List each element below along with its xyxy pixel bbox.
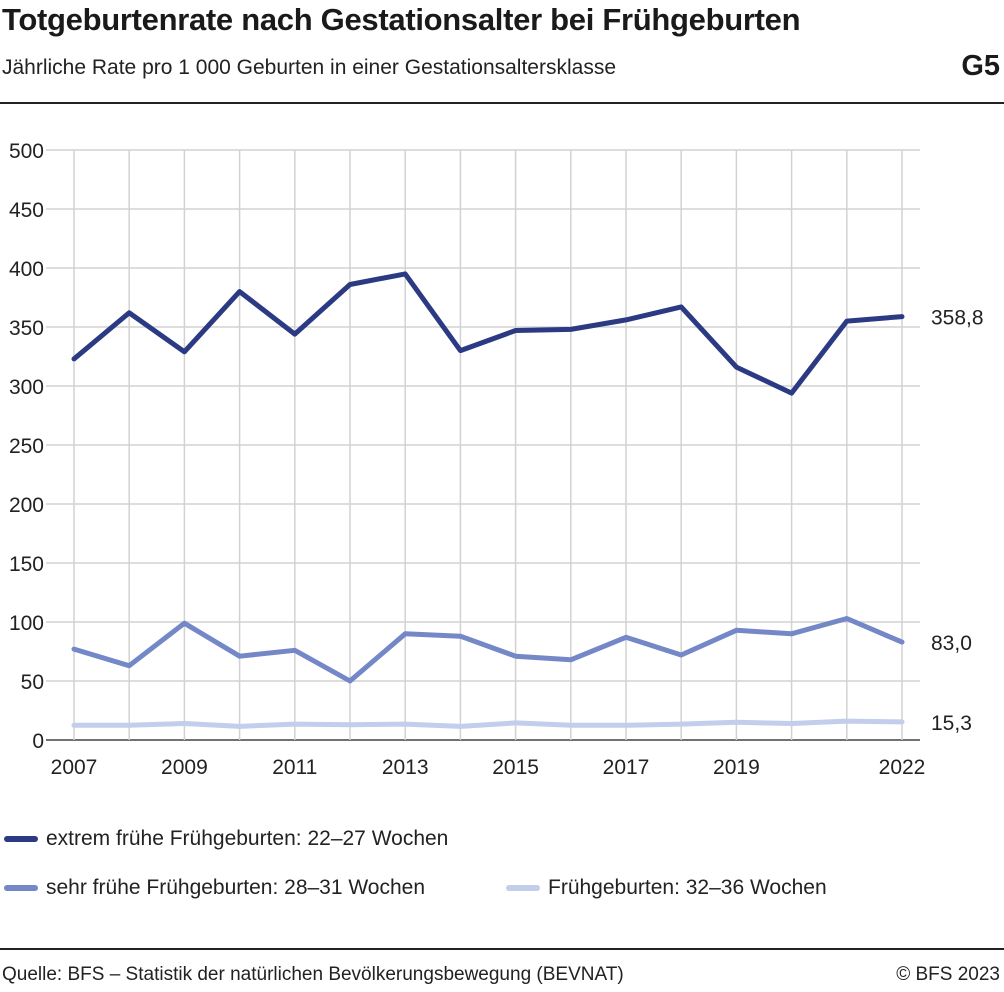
header-divider [0, 102, 1004, 104]
x-tick-label: 2013 [382, 756, 429, 779]
x-tick-label: 2007 [51, 756, 98, 779]
series-line-1 [71, 271, 905, 396]
series-end-label-3: 15,3 [931, 712, 972, 735]
series-end-labels: 358,8 83,0 15,3 [931, 307, 984, 735]
series-line-3 [71, 718, 905, 729]
legend-label-extrem: extrem frühe Frühgeburten: 22–27 Wochen [46, 827, 449, 850]
x-tick-label: 2011 [272, 756, 317, 779]
legend-swatch-extrem [4, 836, 38, 842]
y-tick-label: 250 [9, 435, 44, 458]
legend-item-frueh: Frühgeburten: 32–36 Wochen [506, 876, 827, 900]
chart-code: G5 [961, 50, 1000, 82]
series-line-2 [71, 616, 905, 684]
x-tick-label: 2022 [879, 756, 926, 779]
y-tick-label: 500 [9, 140, 44, 163]
legend-item-sehr: sehr frühe Frühgeburten: 28–31 Wochen [4, 876, 425, 900]
y-tick-label: 350 [9, 317, 44, 340]
y-tick-label: 100 [9, 612, 44, 635]
source-note: Quelle: BFS – Statistik der natürlichen … [2, 964, 624, 985]
legend-label-frueh: Frühgeburten: 32–36 Wochen [548, 876, 827, 899]
x-tick-label: 2009 [161, 756, 208, 779]
chart-subtitle: Jährliche Rate pro 1 000 Geburten in ein… [2, 56, 617, 79]
series-lines [71, 271, 905, 729]
legend-item-extrem: extrem frühe Frühgeburten: 22–27 Wochen [4, 827, 448, 851]
legend-label-sehr: sehr frühe Frühgeburten: 28–31 Wochen [46, 876, 426, 899]
y-tick-label: 150 [9, 553, 44, 576]
chart-grid [46, 149, 920, 741]
y-axis-ticks: 0 50 100 150 200 250 300 350 400 450 500 [9, 140, 44, 753]
series-end-label-1: 358,8 [931, 307, 984, 330]
legend-swatch-frueh [506, 885, 540, 891]
x-tick-label: 2019 [713, 756, 760, 779]
x-tick-label: 2017 [603, 756, 650, 779]
copyright-note: © BFS 2023 [896, 964, 1000, 985]
y-tick-label: 450 [9, 199, 44, 222]
y-tick-label: 0 [32, 730, 44, 753]
x-tick-label: 2015 [492, 756, 539, 779]
footer-divider [0, 948, 1004, 950]
legend-swatch-sehr [4, 885, 38, 891]
y-tick-label: 300 [9, 376, 44, 399]
y-tick-label: 200 [9, 494, 44, 517]
x-axis-ticks: 2007 2009 2011 2013 2015 2017 2019 2022 [51, 756, 926, 779]
chart-title: Totgeburtenrate nach Gestationsalter bei… [2, 2, 801, 37]
y-tick-label: 50 [21, 671, 44, 694]
series-end-label-2: 83,0 [931, 632, 972, 655]
y-tick-label: 400 [9, 258, 44, 281]
